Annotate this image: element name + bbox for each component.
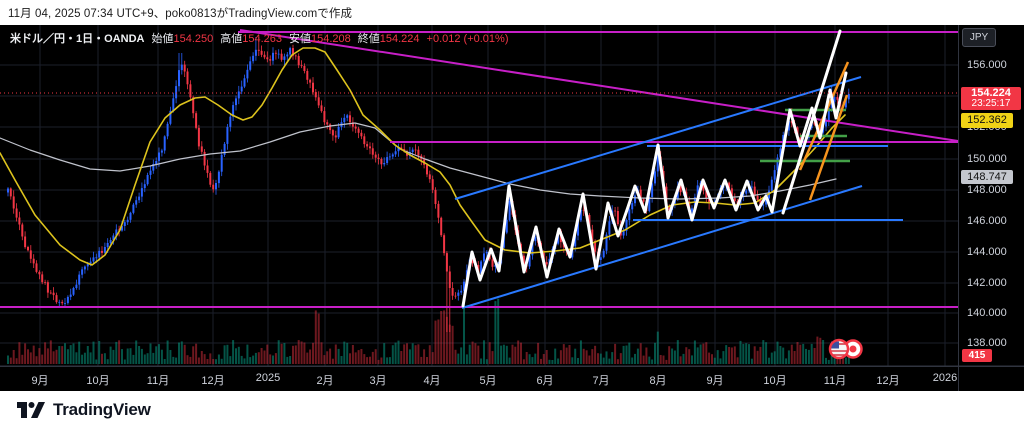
time-label: 11月 <box>146 375 170 387</box>
price-label: 148.000 <box>967 184 1007 196</box>
tradingview-wordmark: TradingView <box>53 400 151 419</box>
time-label: 9月 <box>31 375 49 387</box>
time-label: 3月 <box>369 375 387 387</box>
attribution-text: 11月 04, 2025 07:34 UTC+9、poko0813がTradin… <box>8 8 353 20</box>
symbol-title[interactable]: 米ドル／円・1日・OANDA <box>10 33 145 45</box>
last-price-value: 154.224 <box>971 87 1011 99</box>
chart-container: 米ドル／円・1日・OANDA 始値154.250 高値154.263 安値154.20… <box>0 25 1024 391</box>
last-price-badge: 154.224 23:25:17 <box>961 87 1021 110</box>
chart-legend: 米ドル／円・1日・OANDA 始値154.250 高値154.263 安値154.20… <box>10 30 508 46</box>
time-label: 4月 <box>423 375 441 387</box>
high-label: 高値 <box>220 33 243 45</box>
white-projection-line[interactable] <box>781 29 842 215</box>
price-scale[interactable]: JPY 154.224 23:25:17 152.362 148.747 415… <box>958 25 1024 391</box>
change-value: +0.012 (+0.01%) <box>426 33 509 45</box>
price-label: 142.000 <box>967 277 1007 289</box>
pair-flags-icon <box>828 338 863 360</box>
close-label: 終値 <box>357 33 380 45</box>
close-value: 154.224 <box>379 33 420 45</box>
ma-fast-line[interactable] <box>0 47 846 266</box>
bar-countdown: 23:25:17 <box>971 98 1011 109</box>
time-label: 10月 <box>763 375 787 387</box>
low-value: 154.208 <box>311 33 351 45</box>
bars-count-badge: 415 <box>962 349 992 362</box>
ma-fast-value-badge: 152.362 <box>961 113 1013 128</box>
tradingview-logo-icon <box>17 402 45 418</box>
time-label: 8月 <box>649 375 667 387</box>
open-value: 154.250 <box>173 33 214 45</box>
time-axis[interactable]: 9月 10月 11月 12月 2025 2月 3月 4月 5月 6月 7月 8月 9月 10月 11月 12月… <box>0 366 1024 392</box>
price-label: 140.000 <box>967 307 1007 319</box>
high-value: 154.263 <box>242 33 282 45</box>
price-label: 146.000 <box>967 215 1007 227</box>
time-label: 12月 <box>876 375 900 387</box>
time-label: 10月 <box>86 375 110 387</box>
time-label: 5月 <box>479 375 497 387</box>
blue-channel-lower[interactable] <box>461 185 863 309</box>
ma-slow-value-badge: 148.747 <box>961 170 1013 184</box>
time-label: 7月 <box>592 375 610 387</box>
time-label: 2026 <box>932 372 958 384</box>
price-label: 144.000 <box>967 246 1007 258</box>
orange-line-2[interactable] <box>808 94 849 201</box>
blue-channel-upper[interactable] <box>454 76 862 200</box>
time-label: 2025 <box>255 372 281 384</box>
elliott-zigzag-drawing[interactable] <box>461 71 848 308</box>
time-label: 2月 <box>316 375 334 387</box>
time-label: 12月 <box>201 375 225 387</box>
price-label: 156.000 <box>967 59 1007 71</box>
chart-canvas[interactable] <box>0 25 1024 391</box>
price-label: 138.000 <box>967 337 1007 349</box>
ma-slow-line[interactable] <box>0 122 837 200</box>
tradingview-logo[interactable]: TradingView <box>16 399 151 421</box>
time-label: 9月 <box>706 375 724 387</box>
currency-toggle-button[interactable]: JPY <box>962 28 996 47</box>
drawing-trendlines[interactable] <box>0 29 959 309</box>
open-label: 始値 <box>151 33 174 45</box>
price-label: 150.000 <box>967 153 1007 165</box>
low-label: 安値 <box>289 33 311 45</box>
time-label: 6月 <box>536 375 554 387</box>
time-label: 11月 <box>823 375 847 387</box>
